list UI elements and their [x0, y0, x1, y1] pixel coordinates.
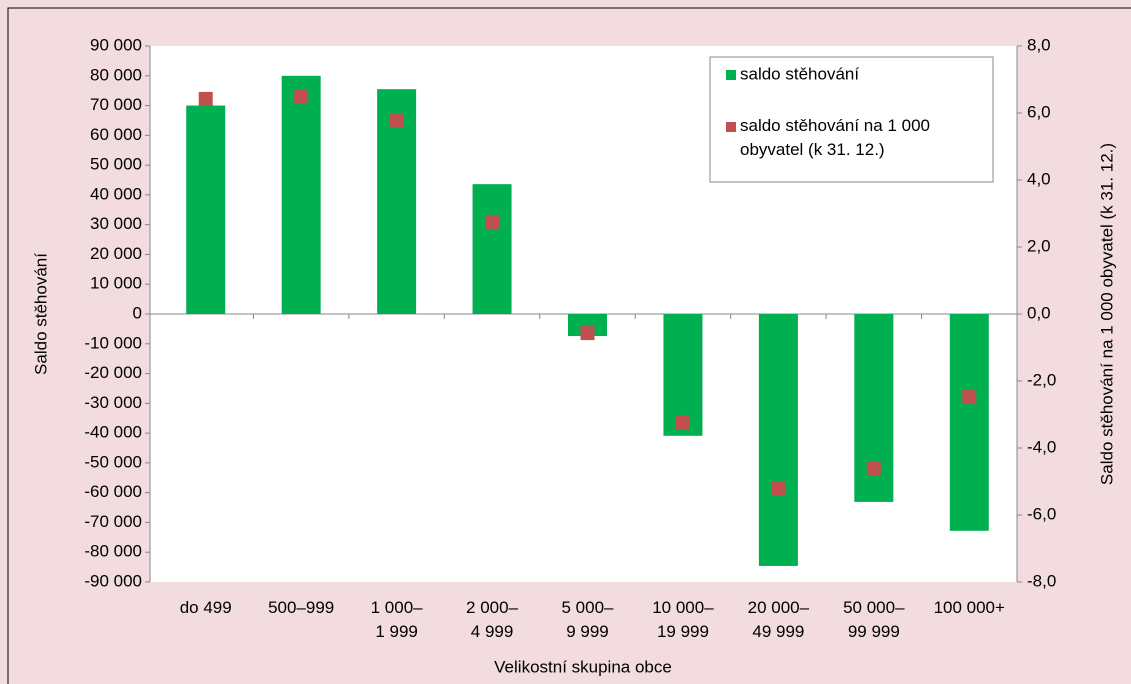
legend-box: [709, 56, 994, 183]
y-tick-label: 0: [133, 303, 142, 322]
legend-swatch: [726, 70, 736, 80]
y2-tick-label: 0,0: [1027, 303, 1051, 322]
x-tick-label: 100 000+: [933, 598, 1005, 617]
marker: [580, 326, 595, 341]
y2-tick-label: -8,0: [1027, 571, 1056, 590]
y2-tick-label: -2,0: [1027, 370, 1056, 389]
x-tick-label: 10 000– 19 999: [652, 598, 714, 641]
x-tick-label: 5 000– 9 999: [561, 598, 614, 641]
y-tick-label: 20 000: [90, 244, 142, 263]
y-tick-label: 50 000: [90, 155, 142, 174]
legend-label: saldo stěhování: [740, 64, 859, 83]
marker: [294, 89, 309, 104]
x-axis-title: Velikostní skupina obce: [494, 657, 672, 676]
bar: [281, 75, 321, 315]
y2-tick-label: 8,0: [1027, 35, 1051, 54]
y-tick-label: 60 000: [90, 125, 142, 144]
y-tick-label: 70 000: [90, 95, 142, 114]
x-tick-label: 2 000– 4 999: [466, 598, 519, 641]
y-tick-label: -50 000: [84, 452, 142, 471]
marker: [771, 481, 786, 496]
x-tick-label: do 499: [179, 598, 232, 617]
y2-tick-label: -6,0: [1027, 504, 1056, 523]
bar: [186, 105, 226, 314]
y-tick-label: 80 000: [90, 65, 142, 84]
x-tick-label: 50 000– 99 999: [843, 598, 905, 641]
bar: [758, 314, 798, 566]
y-tick-label: -80 000: [84, 542, 142, 561]
marker: [198, 91, 213, 106]
y-tick-label: 30 000: [90, 214, 142, 233]
y-tick-label: -10 000: [84, 333, 142, 352]
y2-tick-label: 6,0: [1027, 102, 1051, 121]
marker: [675, 415, 690, 430]
y-axis-title: Saldo stěhování: [31, 253, 50, 375]
y2-tick-label: -4,0: [1027, 437, 1056, 456]
bar: [949, 314, 989, 531]
x-tick-label: 1 000– 1 999: [370, 598, 423, 641]
marker: [485, 214, 500, 229]
y-tick-label: 90 000: [90, 35, 142, 54]
y-tick-label: -60 000: [84, 482, 142, 501]
x-tick-label: 500–999: [268, 598, 335, 617]
y-tick-label: -20 000: [84, 363, 142, 382]
y-tick-label: 40 000: [90, 184, 142, 203]
y-tick-label: -70 000: [84, 512, 142, 531]
y-tick-label: -30 000: [84, 393, 142, 412]
bar: [568, 314, 607, 337]
legend-label: saldo stěhování na 1 000 obyvatel (k 31.…: [740, 116, 935, 159]
bar: [663, 314, 703, 436]
marker: [962, 390, 977, 405]
x-tick-label: 20 000– 49 999: [747, 598, 810, 641]
y2-tick-label: 2,0: [1027, 236, 1051, 255]
marker: [866, 461, 881, 476]
y-tick-label: -40 000: [84, 423, 142, 442]
marker: [389, 113, 404, 128]
bar: [472, 184, 512, 314]
y-tick-label: -90 000: [84, 571, 142, 590]
y2-axis-title: Saldo stěhování na 1 000 obyvatel (k 31.…: [1097, 143, 1116, 485]
y2-tick-label: 4,0: [1027, 169, 1051, 188]
chart-frame: [7, 7, 1131, 684]
y-tick-label: 10 000: [90, 274, 142, 293]
legend-swatch: [726, 122, 736, 132]
